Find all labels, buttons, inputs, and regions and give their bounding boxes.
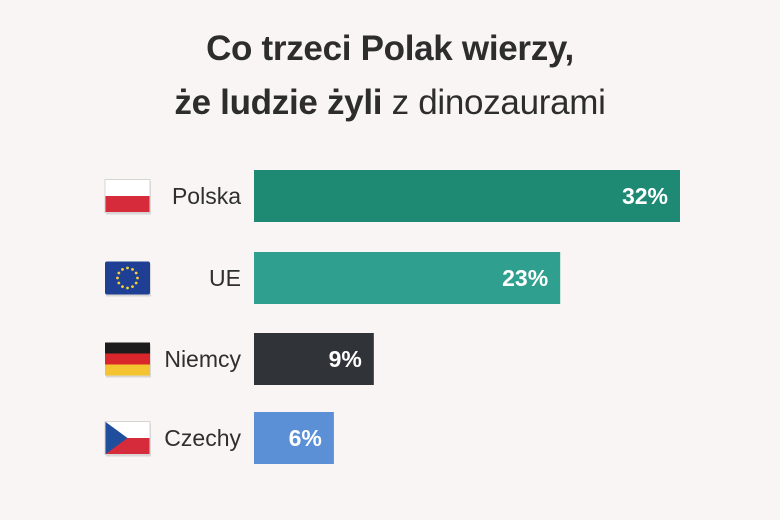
title-line-2-light: z dinozaurami xyxy=(382,83,606,122)
value-label: 6% xyxy=(289,425,322,451)
category-label: Polska xyxy=(172,183,241,209)
chart-row-ue: UE 23% xyxy=(105,252,561,304)
flag-poland-icon xyxy=(104,179,151,215)
category-label: Czechy xyxy=(164,425,241,451)
title-line-1: Co trzeci Polak wierzy, xyxy=(206,29,574,68)
title-line-2: że ludzie żyli z dinozaurami xyxy=(0,76,780,130)
bar-czechy xyxy=(254,412,334,464)
category-label: Niemcy xyxy=(164,346,241,372)
chart-row-polska: Polska 32% xyxy=(104,170,680,222)
value-label: 32% xyxy=(622,183,668,209)
flag-germany-icon xyxy=(105,342,151,378)
flag-czechia-icon xyxy=(104,421,151,457)
bar-polska xyxy=(254,170,680,222)
bar-niemcy xyxy=(254,333,374,385)
chart-row-niemcy: Niemcy 9% xyxy=(105,333,374,385)
chart-title: Co trzeci Polak wierzy, że ludzie żyli z… xyxy=(0,22,780,130)
category-label: UE xyxy=(209,265,241,291)
flag-eu-icon xyxy=(105,261,151,297)
title-line-2-bold: że ludzie żyli xyxy=(174,83,383,122)
bar-ue xyxy=(254,252,561,304)
value-label: 9% xyxy=(329,346,362,372)
chart-row-czechy: Czechy 6% xyxy=(104,412,334,464)
value-label: 23% xyxy=(502,265,548,291)
